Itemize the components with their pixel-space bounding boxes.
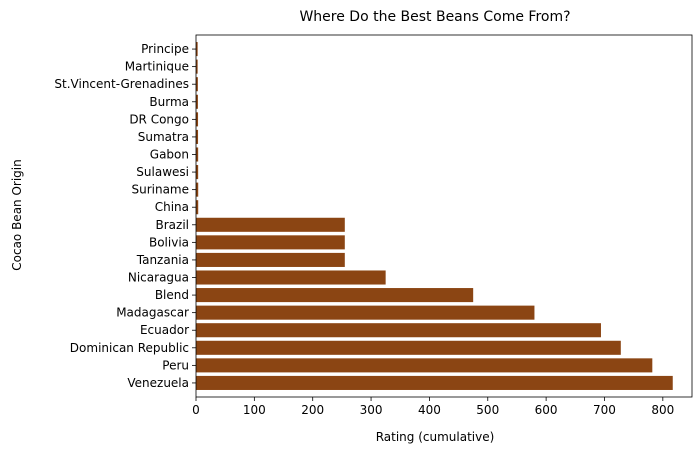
bar-ecuador bbox=[196, 323, 601, 338]
bar-st-vincent-grenadines bbox=[196, 77, 198, 92]
bar-gabon bbox=[196, 147, 199, 162]
bar-tanzania bbox=[196, 252, 345, 267]
bar-peru bbox=[196, 358, 653, 373]
x-tick-label: 0 bbox=[192, 403, 200, 417]
bar-nicaragua bbox=[196, 270, 386, 285]
bar-sumatra bbox=[196, 129, 199, 144]
x-tick-label: 300 bbox=[360, 403, 383, 417]
x-tick-label: 400 bbox=[418, 403, 441, 417]
x-tick-label: 700 bbox=[593, 403, 616, 417]
plot-frame bbox=[195, 34, 693, 398]
bar-blend bbox=[196, 288, 474, 303]
y-tick-label: Brazil bbox=[156, 218, 190, 232]
y-tick-label: Tanzania bbox=[136, 253, 189, 267]
bar-suriname bbox=[196, 182, 199, 197]
y-tick-label: Martinique bbox=[125, 60, 189, 74]
bar-madagascar bbox=[196, 305, 535, 320]
y-tick-label: Ecuador bbox=[140, 323, 189, 337]
y-ticks: Venezuela Peru Dominican Republic Ecuador Ma… bbox=[54, 42, 196, 390]
bar-sulawesi bbox=[196, 165, 199, 180]
bar-bolivia bbox=[196, 235, 345, 250]
x-tick-label: 100 bbox=[243, 403, 266, 417]
y-tick-label: China bbox=[155, 200, 189, 214]
y-tick-label: Gabon bbox=[150, 147, 189, 161]
y-tick-label: Suriname bbox=[131, 183, 189, 197]
y-axis-label: Cocao Bean Origin bbox=[10, 159, 24, 271]
x-tick-label: 200 bbox=[301, 403, 324, 417]
y-tick-label: Principe bbox=[141, 42, 189, 56]
x-tick-label: 600 bbox=[535, 403, 558, 417]
y-tick-label: Sulawesi bbox=[136, 165, 189, 179]
bar-brazil bbox=[196, 217, 345, 232]
bar-venezuela bbox=[196, 375, 673, 390]
y-tick-label: St.Vincent-Grenadines bbox=[54, 77, 189, 91]
bars-layer bbox=[196, 42, 673, 390]
bar-martinique bbox=[196, 59, 198, 74]
y-tick-label: Peru bbox=[162, 358, 189, 372]
y-tick-label: Venezuela bbox=[127, 376, 189, 390]
y-tick-label: Madagascar bbox=[116, 306, 189, 320]
chart-title: Where Do the Best Beans Come From? bbox=[299, 9, 570, 25]
y-tick-label: Burma bbox=[149, 95, 189, 109]
x-ticks: 0 100 200 300 400 500 600 700 800 bbox=[192, 397, 674, 417]
bar-dominican-republic bbox=[196, 340, 621, 355]
bar-principe bbox=[196, 42, 198, 57]
y-tick-label: Bolivia bbox=[149, 235, 189, 249]
bar-burma bbox=[196, 94, 198, 109]
y-tick-label: Sumatra bbox=[138, 130, 189, 144]
y-tick-label: Blend bbox=[155, 288, 189, 302]
bar-dr-congo bbox=[196, 112, 199, 127]
y-tick-label: Dominican Republic bbox=[70, 341, 189, 355]
bar-china bbox=[196, 200, 199, 215]
y-tick-label: DR Congo bbox=[129, 112, 189, 126]
y-tick-label: Nicaragua bbox=[128, 271, 189, 285]
x-tick-label: 500 bbox=[476, 403, 499, 417]
x-tick-label: 800 bbox=[651, 403, 674, 417]
x-axis-label: Rating (cumulative) bbox=[376, 430, 495, 444]
